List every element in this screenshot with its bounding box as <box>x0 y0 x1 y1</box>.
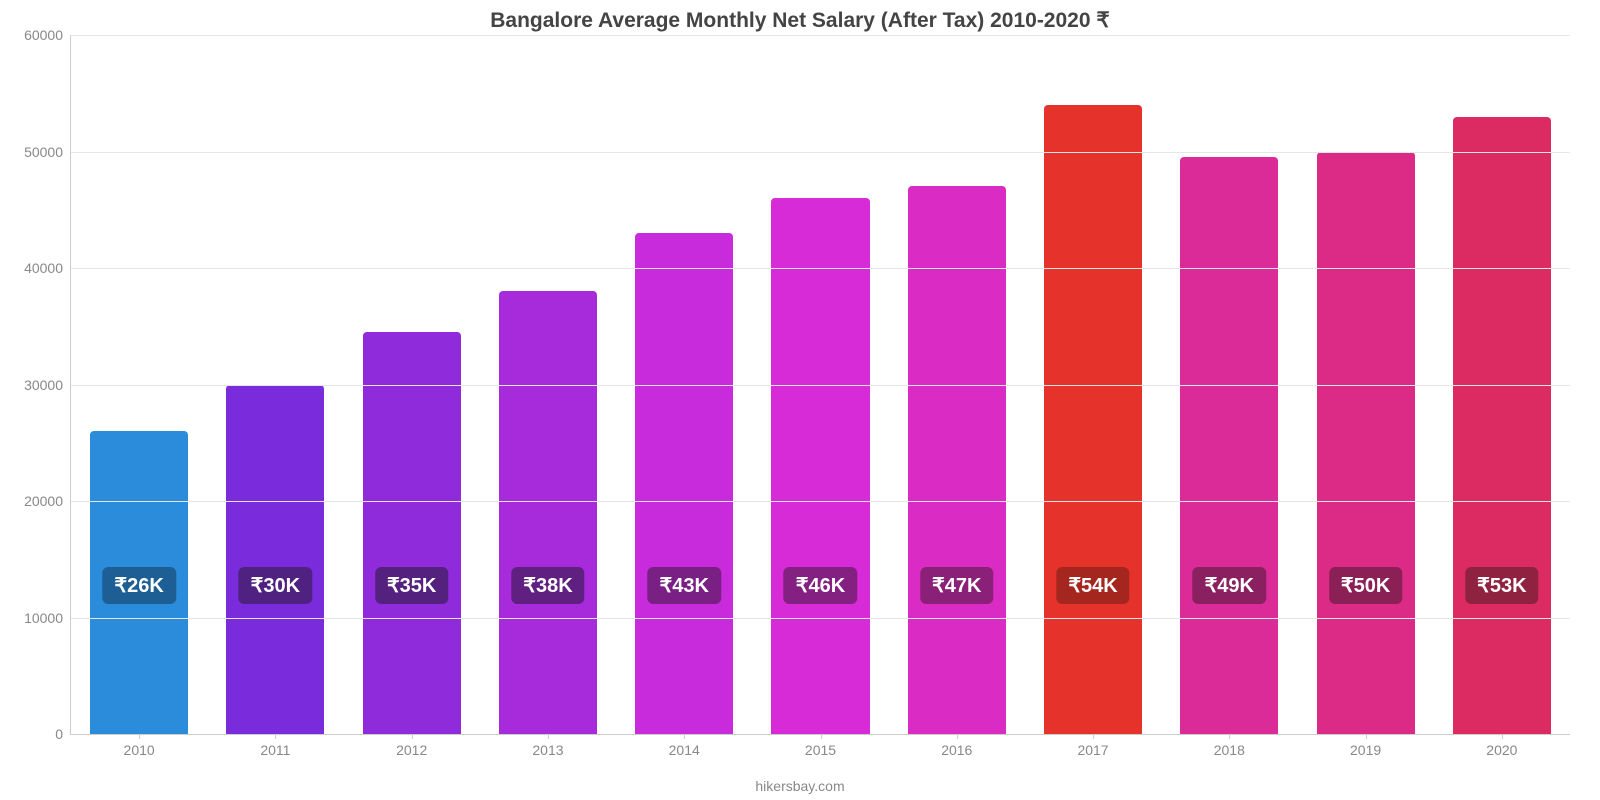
x-tick <box>1502 734 1503 739</box>
bar-value-label: ₹46K <box>784 567 857 604</box>
chart-title: Bangalore Average Monthly Net Salary (Af… <box>0 0 1600 33</box>
bar-2012: ₹35K <box>363 332 461 734</box>
x-tick <box>684 734 685 739</box>
x-tick <box>1366 734 1367 739</box>
bar-2013: ₹38K <box>499 291 597 734</box>
bar-2019: ₹50K <box>1317 152 1415 735</box>
x-tick <box>548 734 549 739</box>
bar-value-label: ₹35K <box>375 567 448 604</box>
x-tick <box>1093 734 1094 739</box>
x-axis-label: 2016 <box>941 742 972 758</box>
x-axis-label: 2011 <box>260 742 290 758</box>
bar-2010: ₹26K <box>90 431 188 734</box>
bar-value-label: ₹54K <box>1056 567 1129 604</box>
x-tick <box>821 734 822 739</box>
x-axis-label: 2015 <box>805 742 836 758</box>
x-axis-label: 2019 <box>1350 742 1381 758</box>
bar-2018: ₹49K <box>1180 157 1278 734</box>
bar-value-label: ₹30K <box>239 567 312 604</box>
x-axis-label: 2013 <box>532 742 563 758</box>
gridline <box>71 501 1570 502</box>
bar-2020: ₹53K <box>1453 117 1551 734</box>
bar-2015: ₹46K <box>771 198 869 734</box>
x-axis-label: 2010 <box>124 742 155 758</box>
x-tick <box>412 734 413 739</box>
x-tick <box>1229 734 1230 739</box>
x-axis-label: 2012 <box>396 742 427 758</box>
y-axis-label: 0 <box>55 726 63 742</box>
bar-value-label: ₹38K <box>511 567 584 604</box>
gridline <box>71 385 1570 386</box>
bar-2011: ₹30K <box>226 385 324 735</box>
x-tick <box>275 734 276 739</box>
plot-area: ₹26K ₹30K ₹35K ₹38K ₹43K ₹46K ₹47K ₹54K ₹49K ₹50K… <box>70 35 1570 735</box>
bar-value-label: ₹50K <box>1329 567 1402 604</box>
bar-value-label: ₹47K <box>920 567 993 604</box>
x-axis-label: 2018 <box>1214 742 1245 758</box>
chart-source: hikersbay.com <box>0 778 1600 794</box>
gridline <box>71 268 1570 269</box>
x-axis-label: 2020 <box>1486 742 1517 758</box>
bar-value-label: ₹26K <box>102 567 175 604</box>
bar-value-label: ₹43K <box>647 567 720 604</box>
bar-value-label: ₹53K <box>1465 567 1538 604</box>
y-axis-label: 30000 <box>24 377 63 393</box>
y-axis-label: 60000 <box>24 27 63 43</box>
gridline <box>71 35 1570 36</box>
bar-2014: ₹43K <box>635 233 733 734</box>
x-axis-label: 2017 <box>1077 742 1108 758</box>
y-axis-label: 40000 <box>24 260 63 276</box>
x-tick <box>957 734 958 739</box>
x-tick <box>139 734 140 739</box>
chart-container: Bangalore Average Monthly Net Salary (Af… <box>0 0 1600 800</box>
bar-2017: ₹54K <box>1044 105 1142 734</box>
y-axis-label: 10000 <box>24 610 63 626</box>
gridline <box>71 152 1570 153</box>
gridline <box>71 618 1570 619</box>
y-axis-label: 20000 <box>24 493 63 509</box>
x-axis-label: 2014 <box>669 742 700 758</box>
bar-value-label: ₹49K <box>1193 567 1266 604</box>
y-axis-label: 50000 <box>24 144 63 160</box>
